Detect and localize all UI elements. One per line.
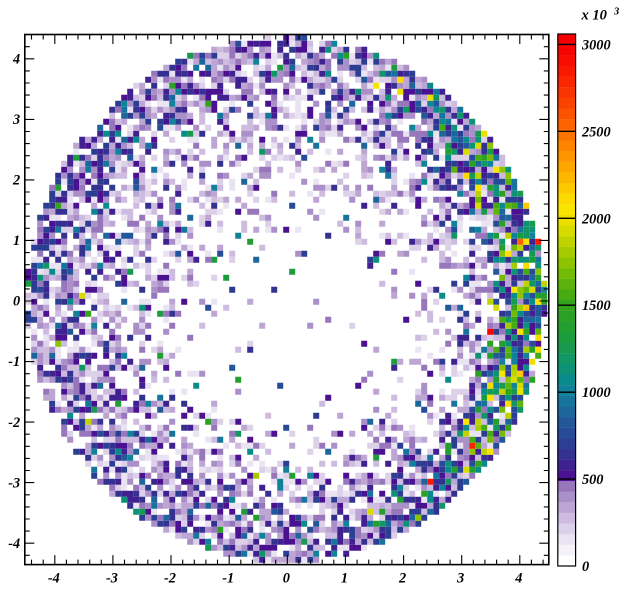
svg-text:3: 3 <box>613 7 619 18</box>
svg-text:3000: 3000 <box>581 37 611 53</box>
svg-text:3: 3 <box>12 112 20 128</box>
svg-text:0: 0 <box>13 294 20 310</box>
svg-text:1000: 1000 <box>582 385 611 401</box>
svg-text:4: 4 <box>514 570 522 586</box>
svg-text:x 10: x 10 <box>581 8 607 24</box>
svg-text:2: 2 <box>398 570 406 586</box>
svg-text:500: 500 <box>582 472 603 488</box>
svg-text:-1: -1 <box>222 570 234 586</box>
svg-text:-2: -2 <box>164 570 176 586</box>
svg-text:-4: -4 <box>8 536 20 552</box>
svg-text:-1: -1 <box>8 354 20 370</box>
svg-text:0: 0 <box>582 559 589 575</box>
svg-text:-3: -3 <box>106 570 118 586</box>
svg-text:1: 1 <box>341 570 348 586</box>
svg-text:1: 1 <box>13 233 20 249</box>
svg-text:-4: -4 <box>48 570 60 586</box>
svg-text:2000: 2000 <box>581 211 611 227</box>
svg-text:1500: 1500 <box>582 298 611 314</box>
svg-text:3: 3 <box>456 570 464 586</box>
svg-text:-3: -3 <box>8 475 20 491</box>
svg-text:-2: -2 <box>8 415 20 431</box>
svg-text:2500: 2500 <box>581 124 611 140</box>
svg-text:0: 0 <box>283 570 290 586</box>
svg-text:2: 2 <box>12 173 20 189</box>
svg-text:4: 4 <box>12 52 20 68</box>
